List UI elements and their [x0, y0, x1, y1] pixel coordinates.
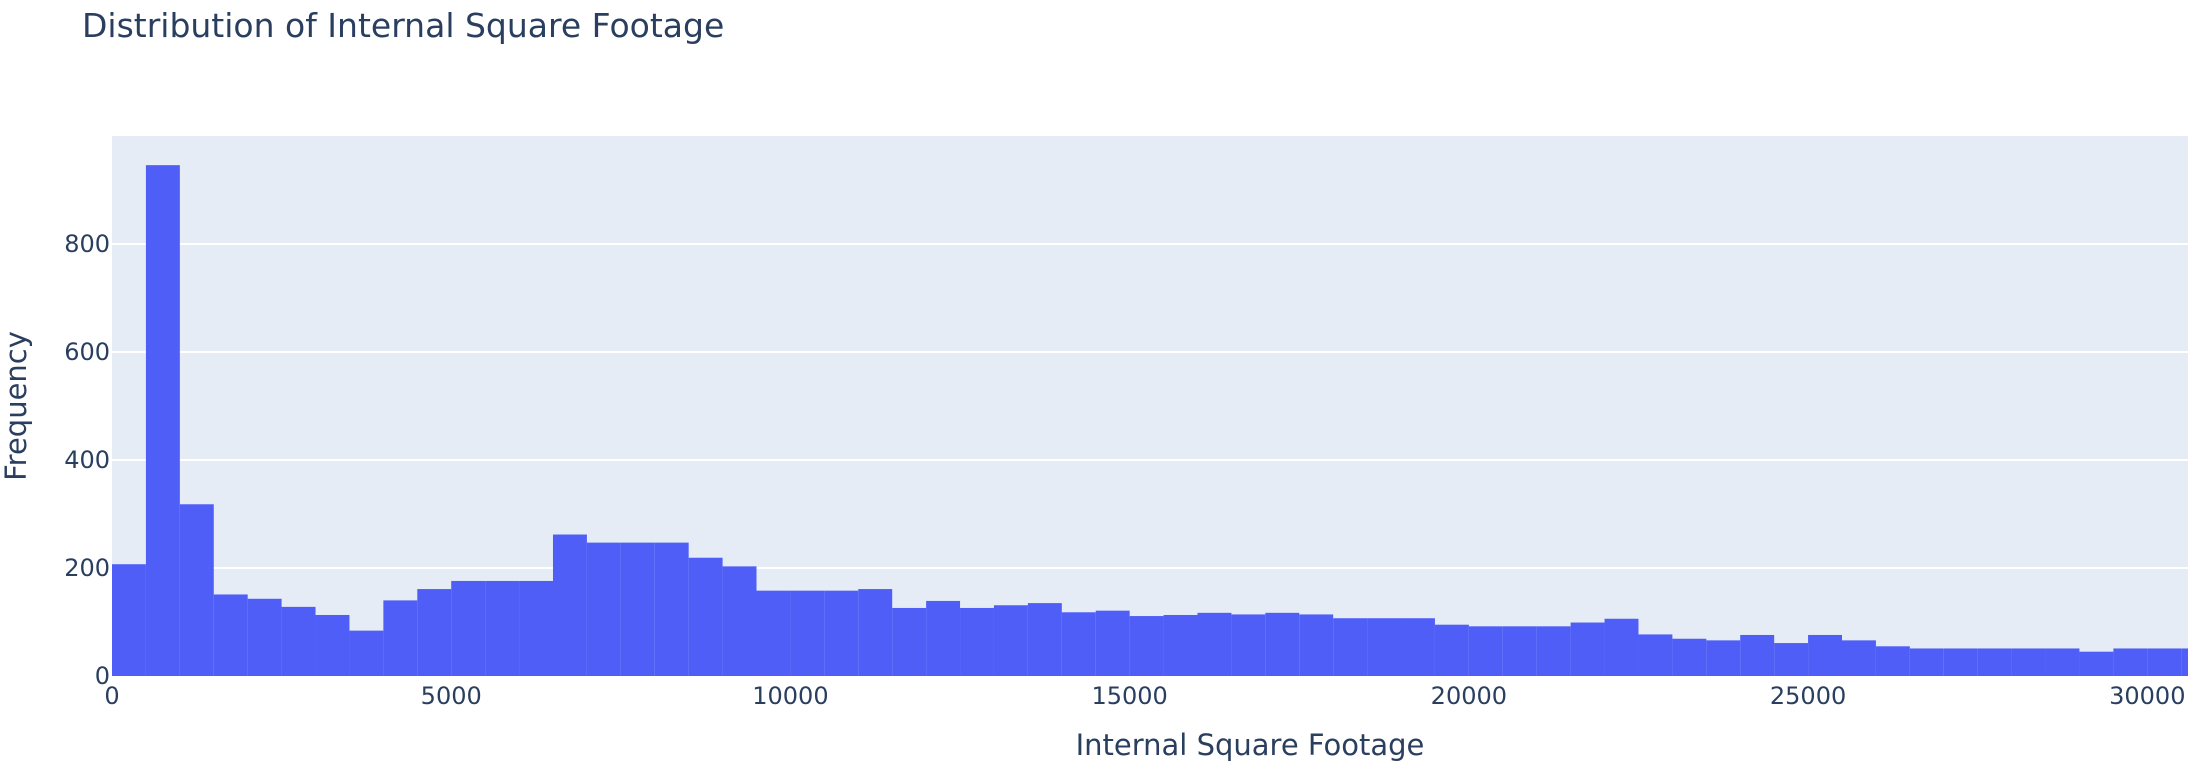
histogram-bar — [1536, 626, 1571, 676]
x-tick-label: 10000 — [752, 682, 828, 710]
histogram-bar — [1706, 640, 1741, 676]
histogram-bar — [824, 590, 859, 676]
histogram-bar — [858, 589, 893, 676]
y-tick-label: 600 — [64, 338, 110, 366]
histogram-bar — [1027, 603, 1062, 676]
histogram-bar — [1197, 612, 1232, 676]
x-axis-title: Internal Square Footage — [1076, 728, 1425, 762]
y-axis-title: Frequency — [0, 331, 33, 481]
histogram-bar — [247, 598, 282, 676]
y-tick-label: 0 — [95, 662, 110, 690]
histogram-bar — [1638, 634, 1673, 676]
histogram-bar — [1231, 614, 1266, 676]
histogram-bar — [1163, 614, 1198, 676]
histogram-bar — [960, 607, 994, 676]
histogram-bar — [417, 589, 452, 676]
histogram-bar — [1401, 618, 1435, 676]
histogram-bar — [552, 534, 587, 676]
x-tick-label: 30000 — [2109, 682, 2185, 710]
histogram-bar — [485, 580, 520, 676]
histogram-bar — [281, 606, 316, 676]
histogram-bar — [383, 600, 418, 676]
histogram-bar — [654, 542, 689, 676]
x-tick-label: 25000 — [1770, 682, 1846, 710]
y-tick-label: 800 — [64, 230, 110, 258]
x-axis-ticks: 0 5000 10000 15000 20000 25000 30000 — [104, 682, 2185, 710]
histogram-bar — [1333, 618, 1368, 676]
histogram-bar — [349, 630, 384, 676]
histogram-bar — [1875, 646, 1910, 676]
histogram-bar — [1265, 612, 1300, 676]
histogram-bar — [926, 600, 961, 676]
histogram-bar — [179, 504, 214, 676]
histogram-bar — [586, 542, 621, 676]
y-tick-label: 400 — [64, 446, 110, 474]
histogram-bar — [112, 564, 146, 676]
chart-title: Distribution of Internal Square Footage — [82, 6, 725, 45]
histogram-bar — [1943, 648, 1978, 676]
y-axis-ticks: 0 200 400 600 800 — [64, 230, 110, 690]
histogram-bar — [620, 542, 655, 676]
histogram-bar — [756, 590, 791, 676]
histogram-bar — [2079, 651, 2114, 676]
histogram-bar — [1977, 648, 2012, 676]
histogram-bar — [1434, 624, 1469, 676]
histogram-bar — [1808, 634, 1842, 676]
histogram-bar — [1468, 626, 1503, 676]
x-tick-label: 0 — [104, 682, 119, 710]
histogram-bar — [1061, 612, 1096, 676]
x-tick-label: 5000 — [421, 682, 482, 710]
histogram-bar — [1740, 634, 1775, 676]
histogram-bar — [892, 607, 927, 676]
histogram-bar — [315, 614, 350, 676]
histogram-bar — [1672, 638, 1707, 676]
x-tick-label: 20000 — [1431, 682, 1507, 710]
histogram-bar — [1367, 618, 1402, 676]
histogram-bar — [1095, 610, 1130, 676]
bars — [112, 165, 2188, 676]
histogram-bar — [1299, 614, 1334, 676]
histogram-bar — [1502, 626, 1537, 676]
histogram-bar — [2181, 648, 2188, 676]
histogram-bar — [1909, 648, 1944, 676]
histogram-bar — [688, 557, 723, 676]
histogram-bar — [1842, 640, 1876, 676]
histogram-bar — [1129, 616, 1164, 676]
histogram-bar — [790, 590, 825, 676]
histogram-bar — [1774, 643, 1809, 676]
gridlines — [112, 243, 2188, 569]
histogram-bar — [993, 605, 1028, 676]
histogram-bar — [2113, 648, 2148, 676]
histogram-bar — [451, 580, 486, 676]
histogram-bar — [519, 580, 553, 676]
histogram-bar — [2147, 648, 2182, 676]
x-tick-label: 15000 — [1091, 682, 1167, 710]
histogram-bar — [1570, 622, 1605, 676]
histogram-bar — [213, 594, 248, 676]
histogram-bar — [2045, 648, 2080, 676]
histogram-bar — [2011, 648, 2046, 676]
histogram-bar — [1604, 618, 1639, 676]
y-tick-label: 200 — [64, 554, 110, 582]
histogram-bar — [722, 566, 757, 676]
histogram-bar — [145, 165, 180, 676]
